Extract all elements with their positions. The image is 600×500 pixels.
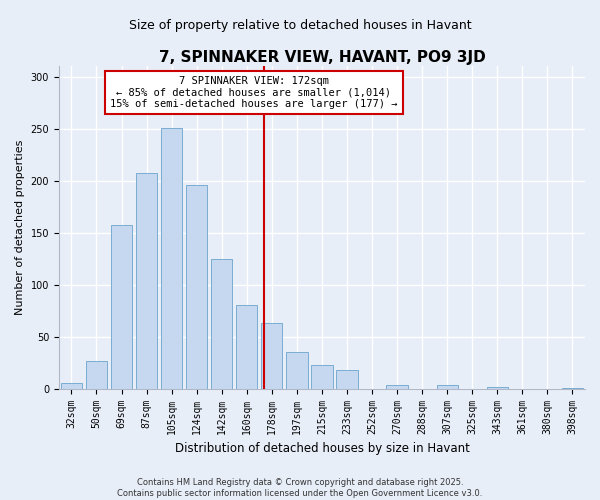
Bar — [286, 352, 308, 388]
Bar — [136, 174, 157, 388]
Bar — [236, 306, 257, 388]
Bar — [386, 384, 408, 388]
Bar — [211, 258, 232, 388]
Bar — [111, 226, 132, 388]
Bar — [186, 185, 208, 388]
Text: 7 SPINNAKER VIEW: 172sqm
← 85% of detached houses are smaller (1,014)
15% of sem: 7 SPINNAKER VIEW: 172sqm ← 85% of detach… — [110, 76, 397, 109]
Bar — [437, 384, 458, 388]
Bar — [161, 128, 182, 388]
Y-axis label: Number of detached properties: Number of detached properties — [15, 140, 25, 315]
X-axis label: Distribution of detached houses by size in Havant: Distribution of detached houses by size … — [175, 442, 469, 455]
Text: Size of property relative to detached houses in Havant: Size of property relative to detached ho… — [128, 20, 472, 32]
Bar — [311, 365, 332, 388]
Bar — [86, 360, 107, 388]
Bar — [487, 386, 508, 388]
Bar — [261, 323, 283, 388]
Text: Contains HM Land Registry data © Crown copyright and database right 2025.
Contai: Contains HM Land Registry data © Crown c… — [118, 478, 482, 498]
Bar — [337, 370, 358, 388]
Bar — [61, 384, 82, 388]
Title: 7, SPINNAKER VIEW, HAVANT, PO9 3JD: 7, SPINNAKER VIEW, HAVANT, PO9 3JD — [158, 50, 485, 65]
